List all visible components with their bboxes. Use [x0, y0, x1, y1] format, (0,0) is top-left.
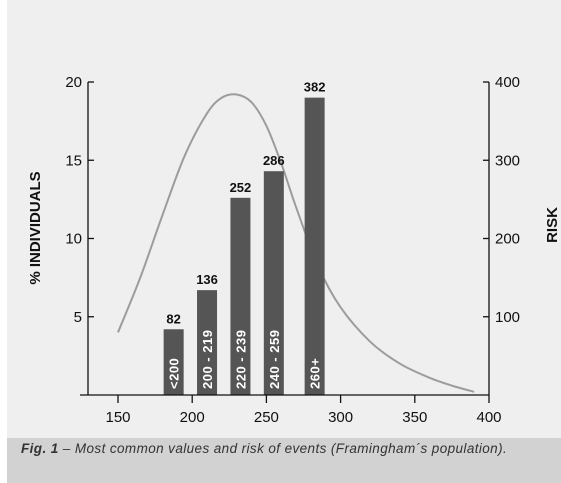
bar-value-label-5: 382	[304, 80, 326, 95]
y-right-tick-label-100: 100	[495, 309, 520, 326]
chart: 82 <200 136 200 - 219 252 220 - 239 286 240 - 2…	[27, 74, 561, 426]
bar-value-label-4: 286	[263, 153, 285, 168]
distribution-curve	[117, 93, 475, 393]
y-right-tick-label-400: 400	[495, 74, 520, 91]
plot-panel	[7, 0, 561, 438]
x-tick-label-200: 200	[180, 409, 205, 426]
y-right-tick-label-200: 200	[495, 231, 520, 248]
y-right-axis-title: RISK	[544, 207, 561, 243]
caption-label: Fig. 1	[21, 441, 59, 456]
bar-category-label-5: 260+	[308, 358, 323, 389]
caption-bar: Fig. 1 – Most common values and risk of …	[7, 438, 561, 483]
x-tick-label-400: 400	[476, 409, 501, 426]
y-left-tick-label-5: 5	[74, 309, 82, 326]
y-left-tick-label-10: 10	[65, 231, 82, 248]
bar-2	[197, 290, 218, 395]
bar-value-label-3: 252	[230, 180, 252, 195]
y-left-axis-title: % INDIVIDUALS	[27, 171, 44, 284]
x-tick-label-250: 250	[254, 409, 279, 426]
bar-category-label-2: 200 - 219	[200, 330, 215, 389]
y-right-tick-label-300: 300	[495, 152, 520, 169]
bar-value-label-1: 82	[166, 311, 180, 326]
bar-3	[230, 197, 251, 395]
bar-category-label-4: 240 - 259	[267, 330, 282, 389]
bar-value-label-2: 136	[196, 272, 218, 287]
bar-4	[263, 171, 284, 395]
bar-1	[163, 329, 184, 395]
x-tick-label-150: 150	[105, 409, 130, 426]
bar-5	[304, 97, 325, 396]
caption-body: – Most common values and risk of events …	[58, 441, 508, 456]
y-left-tick-label-20: 20	[65, 74, 82, 91]
bar-category-label-3: 220 - 239	[233, 330, 248, 389]
figure-caption: Fig. 1 – Most common values and risk of …	[7, 438, 561, 456]
x-tick-label-300: 300	[328, 409, 353, 426]
x-tick-label-350: 350	[402, 409, 427, 426]
bar-category-label-1: <200	[167, 358, 182, 389]
y-left-tick-label-15: 15	[65, 152, 82, 169]
